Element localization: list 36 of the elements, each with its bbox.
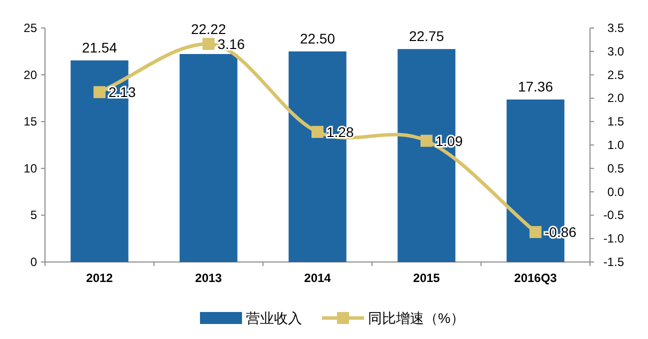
legend-label: 营业收入 (246, 310, 302, 326)
data-label: 3.16 (218, 36, 245, 52)
y-tick-label: 25 (24, 21, 38, 35)
y-tick-label: 10 (24, 161, 38, 176)
y2-tick-label: 3.5 (607, 21, 624, 35)
legend-label: 同比增速（%） (368, 310, 464, 326)
point (312, 126, 324, 138)
y2-tick-label: 1.0 (607, 138, 624, 152)
bar (180, 54, 238, 262)
y2-tick-label: 1.5 (607, 114, 624, 129)
point (420, 134, 432, 147)
x-tick-label: 2013 (195, 271, 222, 285)
data-label: 22.22 (190, 20, 226, 37)
data-label: 17.36 (518, 78, 554, 95)
y-tick-label: 15 (24, 114, 38, 129)
x-tick-label: 2014 (304, 271, 332, 285)
y2-tick-label: 0.0 (607, 184, 624, 199)
x-tick-label: 2016Q3 (514, 271, 558, 285)
y2-tick-label: 0.5 (607, 161, 624, 176)
point (530, 226, 542, 238)
y2-tick-label: -1.0 (603, 232, 624, 246)
x-tick-label: 2015 (413, 271, 440, 285)
y-tick-label: 5 (30, 208, 38, 222)
y2-tick-label: -1.5 (603, 255, 624, 269)
data-label: 21.54 (82, 39, 118, 56)
y-tick-label: 20 (24, 68, 38, 82)
y2-tick-label: 2.5 (607, 68, 624, 82)
y-tick-label: 0 (30, 255, 38, 269)
x-tick-label: 2012 (86, 271, 114, 285)
y2-tick-label: -0.5 (603, 208, 624, 222)
y2-tick-label: 2.0 (607, 91, 624, 106)
y2-tick-label: 3.0 (607, 44, 624, 58)
data-label: 22.50 (300, 30, 336, 46)
data-label: 22.75 (408, 28, 444, 44)
point (202, 38, 214, 50)
point (94, 86, 106, 98)
